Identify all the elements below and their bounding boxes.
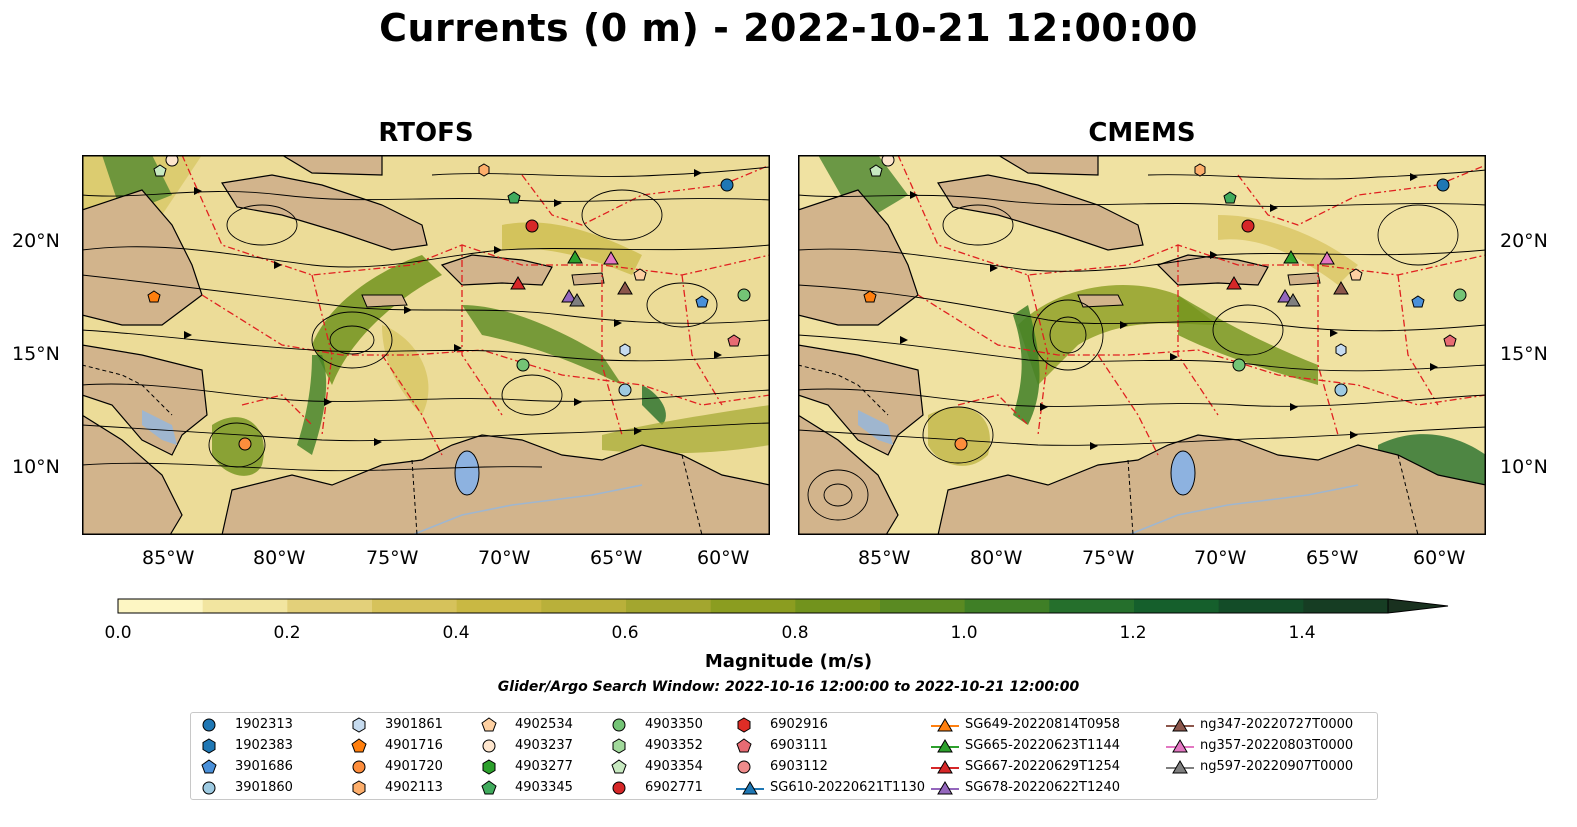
legend-item-label: 4903237 — [515, 738, 573, 753]
colorbar-frame — [117, 598, 1389, 614]
legend-item-label: ng597-20220907T0000 — [1200, 759, 1354, 774]
colorbar-tick-5: 1.0 — [950, 623, 978, 643]
colorbar-segment — [795, 599, 881, 613]
legend-item-label: 1902313 — [235, 717, 293, 732]
legend-item-label: 4903352 — [645, 738, 703, 753]
lat-label-20n-right: 20°N — [1500, 230, 1548, 252]
lon-label-65w-right: 65°W — [1306, 547, 1359, 569]
colorbar-extend-arrow — [1387, 598, 1449, 614]
colorbar-segment — [710, 599, 796, 613]
lon-label-70w-left: 70°W — [478, 547, 531, 569]
colorbar-segment — [880, 599, 966, 613]
colorbar-segment — [1218, 599, 1304, 613]
colorbar-segment — [118, 599, 204, 613]
lon-label-60w-right: 60°W — [1413, 547, 1466, 569]
lon-label-75w-right: 75°W — [1082, 547, 1135, 569]
lat-label-15n-right: 15°N — [1500, 343, 1548, 365]
colorbar-segment — [541, 599, 627, 613]
map-rtofs — [82, 155, 770, 535]
lon-label-60w-left: 60°W — [697, 547, 750, 569]
colorbar-segment — [1303, 599, 1389, 613]
colorbar-segment — [1049, 599, 1135, 613]
search-window-text: Glider/Argo Search Window: 2022-10-16 12… — [497, 679, 1080, 695]
panel-title-cmems: CMEMS — [1088, 118, 1196, 148]
legend-item-label: 3901861 — [385, 717, 443, 732]
lat-label-15n-left: 15°N — [12, 343, 60, 365]
legend-item-label: 3901686 — [235, 759, 293, 774]
colorbar-tick-7: 1.4 — [1288, 623, 1316, 643]
legend-item-label: SG665-20220623T1144 — [965, 738, 1121, 753]
lat-label-10n-right: 10°N — [1500, 456, 1548, 478]
colorbar-tick-0: 0.0 — [104, 623, 132, 643]
legend-item-label: 6902771 — [645, 780, 703, 795]
colorbar-label: Magnitude (m/s) — [704, 651, 873, 672]
colorbar — [117, 598, 1449, 614]
colorbar-tick-2: 0.4 — [442, 623, 470, 643]
colorbar-tick-4: 0.8 — [781, 623, 809, 643]
legend-item-label: ng347-20220727T0000 — [1200, 717, 1354, 732]
legend-item-label: 4902534 — [515, 717, 573, 732]
lon-label-85w-left: 85°W — [142, 547, 195, 569]
legend-item-label: 3901860 — [235, 780, 293, 795]
legend: 1902313 1902383 3901686 3901860 3901861 49017… — [190, 712, 1378, 800]
legend-item-label: 4901720 — [385, 759, 443, 774]
colorbar-segment — [1134, 599, 1220, 613]
colorbar-tick-6: 1.2 — [1119, 623, 1147, 643]
legend-item-label: SG678-20220622T1240 — [965, 780, 1121, 795]
legend-item-label: 4903350 — [645, 717, 703, 732]
legend-item-label: SG610-20220621T1130 — [770, 780, 926, 795]
legend-item-label: 4903345 — [515, 780, 573, 795]
lon-label-80w-right: 80°W — [970, 547, 1023, 569]
figure-title: Currents (0 m) - 2022-10-21 12:00:00 — [379, 6, 1198, 50]
colorbar-segment — [372, 599, 458, 613]
map-cmems — [798, 155, 1486, 535]
legend-item-label: 1902383 — [235, 738, 293, 753]
lon-label-75w-left: 75°W — [366, 547, 419, 569]
lon-label-80w-left: 80°W — [253, 547, 306, 569]
panel-title-rtofs: RTOFS — [378, 118, 474, 148]
colorbar-segment — [202, 599, 288, 613]
lon-label-70w-right: 70°W — [1194, 547, 1247, 569]
lon-label-85w-right: 85°W — [858, 547, 911, 569]
legend-item-label: SG649-20220814T0958 — [965, 717, 1121, 732]
lat-label-10n-left: 10°N — [12, 456, 60, 478]
legend-item-label: ng357-20220803T0000 — [1200, 738, 1354, 753]
colorbar-segment — [287, 599, 373, 613]
colorbar-segment — [964, 599, 1050, 613]
colorbar-tick-3: 0.6 — [611, 623, 639, 643]
legend-item-label: 4901716 — [385, 738, 443, 753]
legend-item-label: 6903111 — [770, 738, 828, 753]
legend-item-label: 4903277 — [515, 759, 573, 774]
legend-item-label: 4902113 — [385, 780, 443, 795]
legend-item-label: SG667-20220629T1254 — [965, 759, 1121, 774]
legend-item-label: 4903354 — [645, 759, 703, 774]
colorbar-segment — [626, 599, 712, 613]
legend-item-label: 6903112 — [770, 759, 828, 774]
colorbar-tick-1: 0.2 — [273, 623, 301, 643]
lon-label-65w-left: 65°W — [590, 547, 643, 569]
colorbar-segment — [456, 599, 542, 613]
lat-label-20n-left: 20°N — [12, 230, 60, 252]
legend-item-label: 6902916 — [770, 717, 828, 732]
